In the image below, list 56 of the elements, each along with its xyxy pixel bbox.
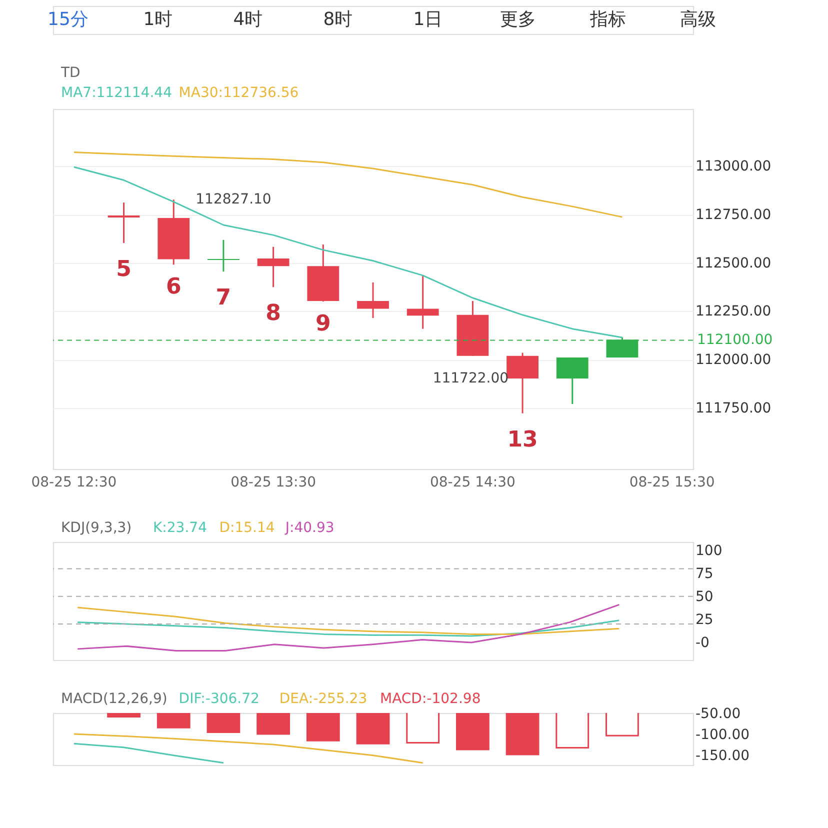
y-tick-label: -100.00	[696, 726, 750, 743]
candlestick	[208, 239, 240, 272]
text: 8时	[323, 9, 353, 30]
annotation: 6	[166, 274, 182, 300]
y-tick-label: 75	[696, 566, 714, 582]
text: 高级	[680, 9, 716, 30]
text: 1日	[413, 9, 443, 30]
y-tick-label: 25	[696, 612, 714, 628]
line-series	[76, 606, 620, 635]
text: MA30:112736.56	[178, 85, 299, 101]
annotation: 112827.10	[196, 192, 272, 208]
line-series	[73, 733, 424, 764]
y-tick-label: 112250.00	[696, 304, 772, 320]
text: D:15.14	[219, 520, 275, 536]
y-tick-label: 112000.00	[696, 352, 772, 368]
annotation: 9	[316, 312, 331, 337]
chart-title: MACD(12,26,9)	[61, 691, 168, 707]
annotation: 13	[507, 427, 538, 452]
y-tick-label: -50.00	[696, 706, 741, 722]
x-tick-label: 08-25 12:30	[31, 474, 117, 490]
line-series	[73, 166, 623, 338]
y-tick-label: 112500.00	[696, 255, 772, 272]
text: 指标	[589, 9, 626, 30]
y-tick-label: 100	[696, 542, 722, 559]
line-series	[73, 152, 623, 218]
annotation: 8	[266, 301, 281, 326]
series-label: MACD:-102.98	[380, 691, 481, 707]
text: MA7:112114.44	[61, 85, 172, 101]
chart-title: KDJ(9,3,3)	[61, 520, 132, 536]
text: J:40.93	[284, 520, 334, 536]
x-tick-label: 08-25 15:30	[629, 474, 715, 490]
line-series	[76, 620, 620, 637]
text: 更多	[500, 9, 536, 30]
candlestick	[406, 274, 439, 330]
x-tick-label: 08-25 14:30	[430, 474, 516, 490]
text: DEA:-255.23	[279, 691, 368, 707]
chart-title: TD	[60, 65, 80, 81]
line-series	[76, 604, 620, 652]
text: 15分	[48, 9, 88, 30]
y-tick-label: 113000.00	[696, 158, 772, 175]
y-tick-label: -150.00	[696, 748, 750, 764]
text: 1时	[143, 9, 173, 30]
text: K:23.74	[153, 520, 208, 536]
line-series	[73, 742, 224, 764]
annotation: 7	[216, 286, 232, 311]
annotation: 111722.00	[432, 370, 509, 387]
text: DIF:-306.72	[178, 691, 260, 707]
annotation: 5	[116, 256, 132, 282]
y-tick-label: -0	[696, 634, 710, 651]
y-tick-label: 50	[696, 588, 714, 605]
y-tick-label: 112750.00	[696, 207, 772, 224]
text: 4时	[233, 9, 263, 30]
ref-line-label: 112100.00	[697, 332, 773, 348]
candlestick	[108, 202, 140, 244]
x-tick-label: 08-25 13:30	[230, 474, 316, 490]
y-tick-label: 111750.00	[696, 400, 772, 416]
